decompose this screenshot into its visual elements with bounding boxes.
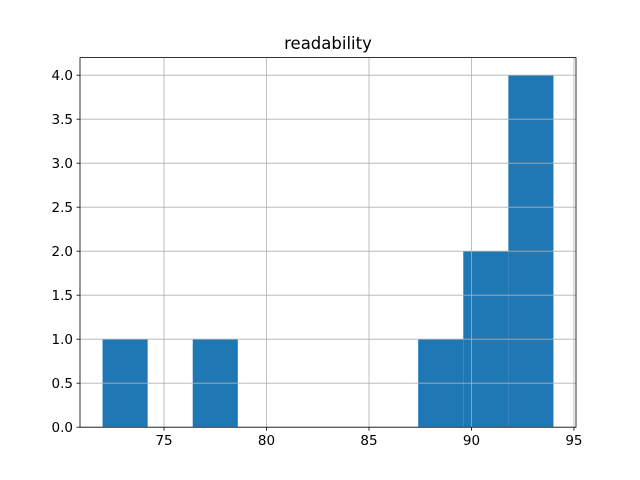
y-tick-label: 1.5 [52,288,73,304]
y-tick-label: 3.5 [52,112,73,128]
x-tick-label: 75 [155,433,172,449]
y-tick-label: 1.0 [52,332,73,348]
plot-frame [79,57,577,428]
x-tick-label: 90 [463,433,480,449]
x-tick-label: 85 [360,433,377,449]
y-tick-label: 0.0 [52,420,73,436]
y-tick-label: 2.0 [52,244,73,260]
x-tick-label: 80 [258,433,275,449]
x-tick-label: 95 [565,433,582,449]
y-tick-label: 2.5 [52,200,73,216]
y-tick-label: 3.0 [52,156,73,172]
chart-title: readability [284,34,372,53]
y-tick-label: 0.5 [52,376,73,392]
y-tick-label: 4.0 [52,68,73,84]
